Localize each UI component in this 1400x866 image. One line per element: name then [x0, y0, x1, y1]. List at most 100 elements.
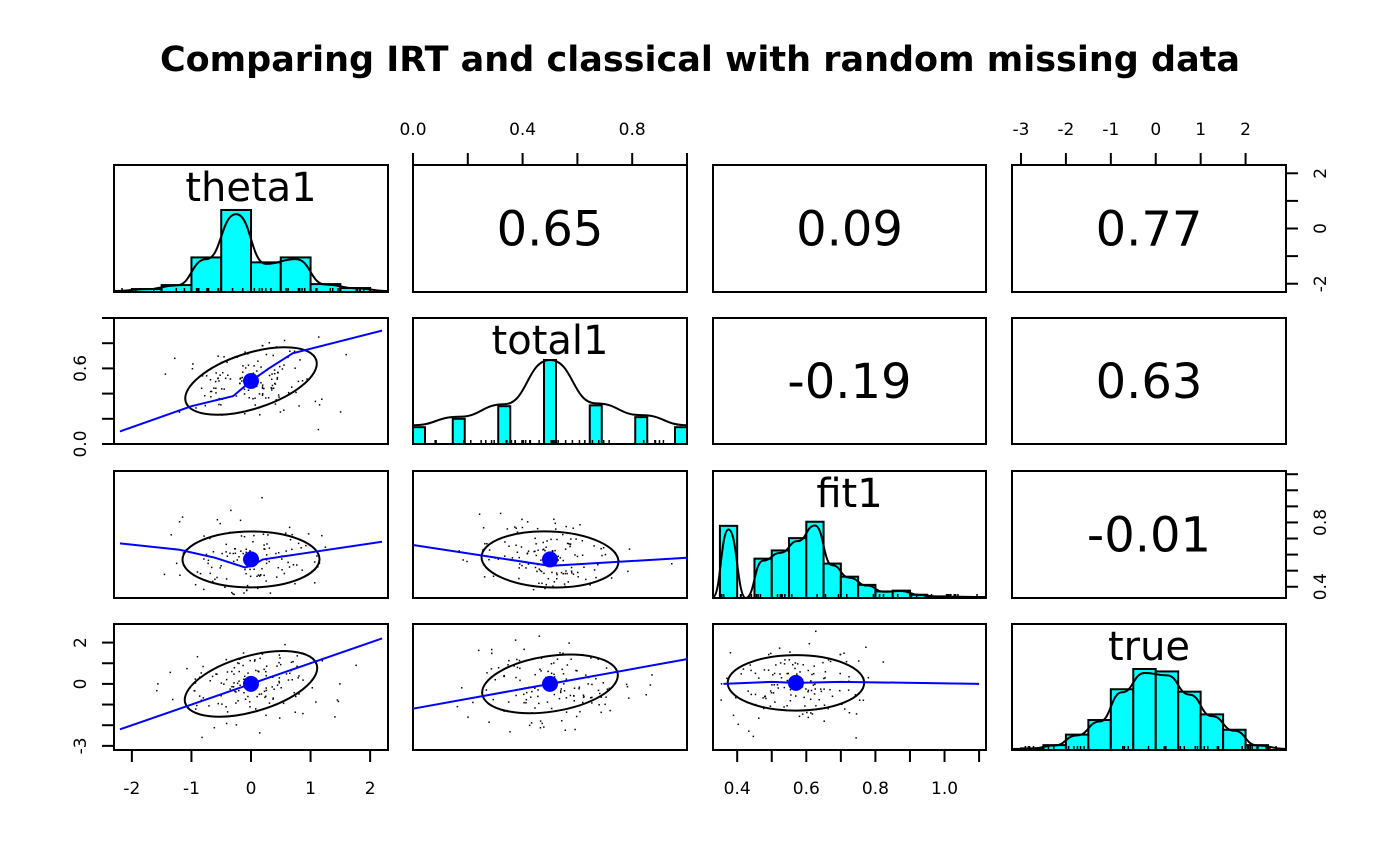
data-point [292, 564, 295, 566]
data-point [261, 384, 264, 386]
data-point [765, 697, 767, 700]
data-point [488, 549, 491, 551]
data-point [254, 397, 256, 399]
data-point [249, 568, 251, 571]
data-point [244, 675, 246, 678]
data-point [261, 386, 264, 388]
data-point [233, 593, 235, 596]
data-point [307, 533, 310, 535]
data-point [195, 407, 197, 409]
data-point [824, 671, 827, 673]
data-point [490, 652, 493, 655]
data-point [194, 708, 197, 710]
data-point [285, 673, 288, 675]
data-point [591, 696, 593, 699]
data-point [557, 559, 559, 561]
data-point [277, 394, 280, 396]
correlation-theta1-total1: 0.65 [497, 202, 604, 258]
data-point [265, 670, 267, 673]
data-point [215, 372, 217, 374]
data-point [234, 690, 236, 693]
data-point [296, 665, 298, 668]
data-point [494, 678, 497, 681]
data-point [768, 653, 770, 656]
data-point [625, 683, 628, 686]
variable-label-fit1: fit1 [816, 471, 882, 517]
tick-label: 0.8 [619, 120, 646, 140]
data-point [732, 714, 735, 717]
data-point [882, 661, 885, 663]
centroid-point [542, 675, 558, 692]
histogram-bar [1132, 668, 1157, 751]
tick-label: 0 [246, 779, 257, 799]
data-point [595, 677, 597, 680]
data-point [570, 570, 573, 572]
data-point [202, 665, 204, 668]
panel-frame-theta1-fit1 [712, 164, 987, 293]
data-point [266, 543, 268, 545]
data-point [217, 702, 220, 705]
data-point [539, 726, 542, 729]
data-point [216, 673, 218, 675]
data-point [515, 544, 517, 547]
data-point [248, 701, 251, 703]
data-point [217, 355, 219, 357]
data-point [275, 552, 277, 555]
data-point [822, 661, 824, 664]
data-point [199, 572, 202, 575]
data-point [253, 365, 255, 367]
data-point [803, 696, 805, 699]
data-point [773, 672, 776, 675]
data-point [839, 653, 842, 656]
data-point [256, 587, 259, 590]
data-point [268, 547, 271, 549]
data-point [306, 378, 308, 380]
data-point [219, 374, 221, 376]
tick-label: -3 [1013, 120, 1030, 140]
data-point [779, 662, 782, 664]
tick-label: 0.8 [1311, 509, 1331, 536]
data-point [546, 540, 548, 542]
data-point [525, 698, 528, 701]
data-point [564, 548, 567, 550]
data-point [235, 724, 238, 726]
data-point [526, 521, 529, 523]
data-point [271, 378, 273, 381]
data-point [324, 546, 327, 548]
data-point [268, 560, 270, 563]
data-point [297, 677, 299, 679]
data-point [515, 527, 517, 529]
data-point [520, 546, 523, 548]
data-point [518, 577, 520, 580]
data-point [740, 673, 742, 675]
data-point [268, 374, 271, 377]
data-point [508, 545, 510, 547]
density-curve [412, 358, 688, 427]
data-point [767, 669, 770, 671]
data-point [573, 700, 576, 702]
data-point [770, 652, 772, 655]
data-point [191, 367, 194, 370]
tick-label: -2 [1057, 120, 1074, 140]
data-point [339, 411, 342, 413]
data-point [283, 572, 286, 575]
data-point [245, 572, 247, 575]
data-point [290, 661, 293, 664]
data-point [226, 555, 229, 557]
data-point [294, 711, 297, 713]
data-point [750, 693, 753, 696]
data-point [564, 729, 567, 731]
data-point [749, 664, 752, 666]
data-point [233, 682, 235, 684]
data-point [245, 551, 247, 554]
data-point [805, 688, 807, 690]
data-point [287, 561, 289, 564]
data-point [261, 653, 264, 655]
data-point [575, 715, 578, 718]
data-point [297, 380, 300, 383]
data-point [223, 356, 225, 358]
data-point [754, 672, 757, 675]
data-point [774, 701, 776, 703]
data-point [265, 689, 268, 692]
data-point [789, 651, 791, 653]
